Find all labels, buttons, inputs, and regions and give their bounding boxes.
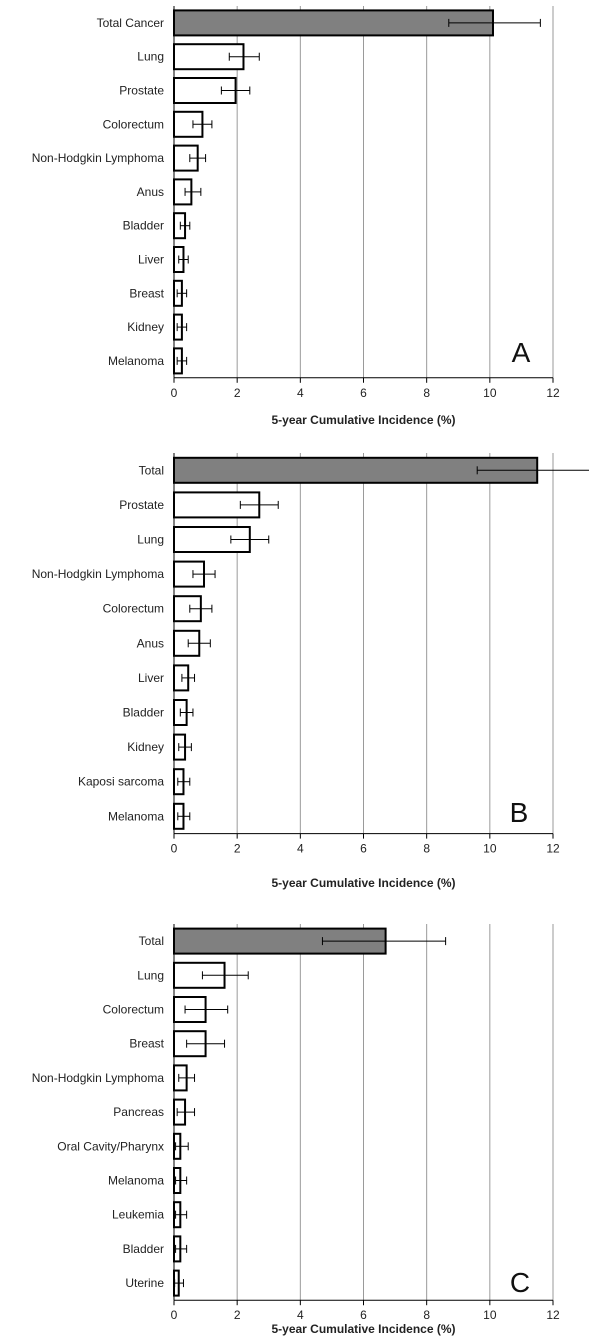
tick-label: 10 [483, 842, 497, 856]
x-axis-label: 5-year Cumulative Incidence (%) [271, 1322, 455, 1336]
category-label: Melanoma [108, 1174, 164, 1188]
category-label: Colorectum [103, 117, 164, 131]
chart-panel-c: Total Lung Colorectum Breast Non-Hodgkin Lym… [32, 924, 560, 1336]
category-label: Non-Hodgkin Lymphoma [32, 1071, 165, 1085]
category-label: Prostate [119, 498, 164, 512]
bar [173, 9, 494, 37]
x-axis-label: 5-year Cumulative Incidence (%) [271, 413, 455, 427]
panel-label: A [512, 337, 531, 368]
tick-label: 10 [483, 1308, 497, 1322]
tick-label: 6 [360, 386, 367, 400]
category-label: Total [139, 463, 164, 477]
bar [173, 456, 539, 484]
tick-label: 12 [546, 842, 560, 856]
tick-label: 12 [546, 386, 560, 400]
tick-label: 12 [546, 1308, 560, 1322]
x-axis-label: 5-year Cumulative Incidence (%) [271, 876, 455, 890]
tick-label: 8 [423, 386, 430, 400]
category-label: Bladder [123, 1242, 164, 1256]
tick-label: 6 [360, 842, 367, 856]
tick-label: 4 [297, 842, 304, 856]
chart-panel-b: Total Prostate Lung Non-Hodgkin Lymphoma Col… [32, 453, 589, 890]
category-label: Liver [138, 671, 164, 685]
tick-label: 6 [360, 1308, 367, 1322]
category-label: Non-Hodgkin Lymphoma [32, 567, 165, 581]
tick-label: 4 [297, 1308, 304, 1322]
panel-label: B [510, 797, 529, 828]
category-label: Uterine [125, 1276, 164, 1290]
tick-label: 0 [171, 842, 178, 856]
category-label: Melanoma [108, 809, 164, 823]
category-label: Bladder [123, 706, 164, 720]
category-label: Colorectum [103, 1003, 164, 1017]
category-label: Anus [137, 185, 164, 199]
tick-label: 2 [234, 842, 241, 856]
category-label: Total Cancer [97, 16, 164, 30]
tick-label: 10 [483, 386, 497, 400]
chart-panel-a: Total Cancer Lung Prostate Colorectum Non-Ho… [32, 6, 560, 427]
tick-label: 2 [234, 386, 241, 400]
category-label: Non-Hodgkin Lymphoma [32, 151, 165, 165]
tick-label: 2 [234, 1308, 241, 1322]
category-label: Colorectum [103, 602, 164, 616]
category-label: Oral Cavity/Pharynx [57, 1139, 164, 1153]
tick-label: 8 [423, 842, 430, 856]
tick-label: 0 [171, 386, 178, 400]
tick-label: 8 [423, 1308, 430, 1322]
category-label: Kidney [127, 740, 164, 754]
category-label: Lung [137, 50, 164, 64]
category-label: Lung [137, 533, 164, 547]
tick-label: 0 [171, 1308, 178, 1322]
category-label: Pancreas [113, 1105, 164, 1119]
panel-label: C [510, 1267, 530, 1298]
tick-label: 4 [297, 386, 304, 400]
category-label: Breast [129, 1037, 164, 1051]
category-label: Lung [137, 968, 164, 982]
category-label: Kaposi sarcoma [78, 775, 164, 789]
category-label: Anus [137, 636, 164, 650]
category-label: Kidney [127, 320, 164, 334]
category-label: Prostate [119, 84, 164, 98]
category-label: Melanoma [108, 354, 164, 368]
category-label: Breast [129, 286, 164, 300]
category-label: Total [139, 934, 164, 948]
category-label: Liver [138, 253, 164, 267]
category-label: Leukemia [112, 1208, 164, 1222]
category-label: Bladder [123, 219, 164, 233]
